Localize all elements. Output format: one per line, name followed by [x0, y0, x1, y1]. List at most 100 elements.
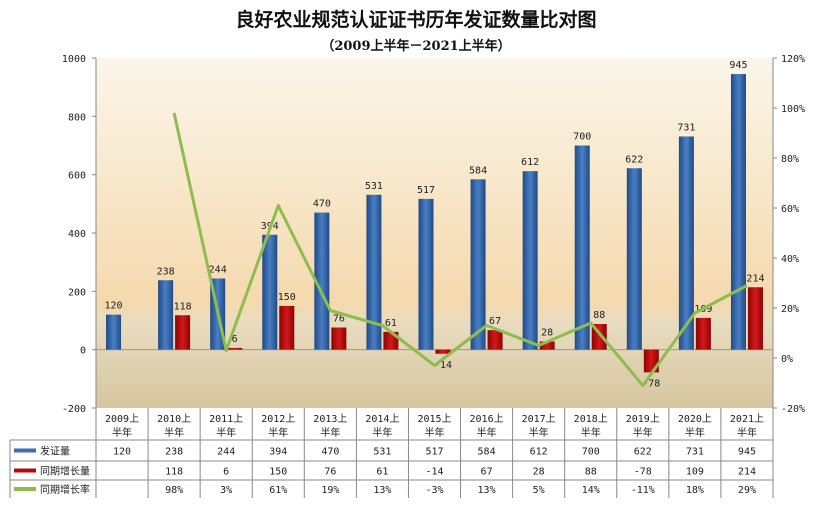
- x-tick-label: 2012上: [261, 413, 295, 425]
- bar-issued-label: 470: [313, 199, 331, 210]
- bar-growth: [279, 305, 295, 350]
- x-tick-label: 2010上: [157, 413, 191, 425]
- table-cell: 531: [373, 447, 391, 458]
- x-tick-label: 半年: [529, 426, 549, 439]
- legend-key: [14, 468, 36, 473]
- table-cell: 244: [217, 447, 235, 458]
- table-cell: 517: [425, 447, 443, 458]
- table-cell: 98%: [165, 485, 183, 496]
- bar-issued: [470, 179, 486, 350]
- x-tick-label: 2016上: [470, 413, 504, 425]
- x-tick-label: 2018上: [574, 413, 608, 425]
- table-cell: -11%: [631, 485, 655, 496]
- y-tick-label: -200: [62, 404, 86, 415]
- table-cell: 238: [165, 447, 183, 458]
- bar-issued: [730, 74, 746, 350]
- bar-growth: [227, 347, 243, 350]
- table-cell: 18%: [686, 485, 704, 496]
- table-cell: 584: [478, 447, 496, 458]
- bar-issued-label: 622: [625, 154, 643, 165]
- legend-label: 同期增长率: [40, 483, 90, 496]
- x-tick-label: 半年: [685, 426, 705, 439]
- table-cell: 394: [269, 447, 287, 458]
- table-cell: 61: [376, 467, 388, 478]
- x-tick-label: 2017上: [522, 413, 556, 425]
- x-tick-label: 半年: [633, 426, 653, 439]
- line-growth-rate: [172, 112, 748, 387]
- table-cell: 28: [533, 467, 545, 478]
- bar-issued-label: 531: [365, 181, 383, 192]
- chart-title: 良好农业规范认证证书历年发证数量比对图: [235, 8, 596, 31]
- bar-issued: [106, 314, 122, 350]
- bar-growth: [643, 349, 659, 373]
- x-tick-label: 半年: [737, 426, 757, 439]
- bar-issued-label: 700: [573, 132, 591, 143]
- bar-growth-label: 150: [278, 292, 296, 303]
- table-cell: 731: [686, 447, 704, 458]
- y2-tick-label: 80%: [781, 154, 799, 165]
- y2-tick-label: 0%: [781, 354, 793, 365]
- legend-key: [14, 487, 36, 491]
- x-tick-label: 2013上: [313, 413, 347, 425]
- bar-issued-label: 244: [209, 265, 227, 276]
- x-tick-label: 2009上: [105, 413, 139, 425]
- table-cell: -78: [634, 467, 652, 478]
- bar-growth-label: 214: [746, 273, 764, 284]
- bar-growth: [435, 349, 451, 354]
- plot-area: [96, 58, 773, 408]
- x-tick-label: 2015上: [417, 413, 451, 425]
- y2-tick-label: 20%: [781, 304, 799, 315]
- bar-issued-label: 945: [729, 60, 747, 71]
- legend-key: [14, 448, 36, 453]
- y-tick-label: 1000: [62, 54, 86, 65]
- bar-issued: [574, 145, 590, 350]
- y2-tick-label: 100%: [781, 104, 805, 115]
- table-cell: 150: [269, 467, 287, 478]
- table-cell: 14%: [582, 485, 600, 496]
- legend-label: 发证量: [40, 445, 70, 458]
- table-cell: 109: [686, 467, 704, 478]
- y-tick-label: 600: [68, 171, 86, 182]
- bar-growth-label: 6: [232, 334, 238, 345]
- table-cell: 76: [324, 467, 336, 478]
- legend-label: 同期增长量: [40, 465, 90, 478]
- table-cell: 3%: [220, 485, 232, 496]
- bar-growth-label: 61: [385, 318, 397, 329]
- bar-growth: [331, 327, 347, 350]
- table-cell: 13%: [373, 485, 391, 496]
- bar-growth: [487, 330, 503, 350]
- x-tick-label: 半年: [112, 426, 132, 439]
- bar-growth-label: 88: [593, 310, 605, 321]
- table-cell: 13%: [478, 485, 496, 496]
- x-tick-label: 2021上: [730, 413, 764, 425]
- bar-issued-label: 612: [521, 157, 539, 168]
- y2-tick-label: 60%: [781, 204, 799, 215]
- x-tick-label: 2011上: [209, 413, 243, 425]
- table-cell: 118: [165, 467, 183, 478]
- table-cell: 88: [585, 467, 597, 478]
- x-tick-label: 2020上: [678, 413, 712, 425]
- table-cell: 29%: [738, 485, 756, 496]
- bar-issued-label: 238: [157, 266, 175, 277]
- x-tick-label: 半年: [477, 426, 497, 439]
- x-tick-label: 半年: [581, 426, 601, 439]
- bar-growth-label: 118: [174, 301, 192, 312]
- y-tick-label: 200: [68, 287, 86, 298]
- bar-issued-label: 120: [105, 301, 123, 312]
- bar-issued: [262, 234, 278, 350]
- table-cell: 19%: [321, 485, 339, 496]
- chart-subtitle: （2009上半年－2021上半年）: [321, 38, 510, 54]
- bar-issued: [522, 171, 538, 350]
- bar-issued-label: 584: [469, 165, 487, 176]
- table-cell: 214: [738, 467, 756, 478]
- table-cell: 700: [582, 447, 600, 458]
- bar-issued: [678, 136, 694, 350]
- table-cell: 120: [113, 447, 131, 458]
- y2-tick-label: -20%: [781, 404, 805, 415]
- x-tick-label: 半年: [216, 426, 236, 439]
- y2-tick-label: 40%: [781, 254, 799, 265]
- table-cell: 470: [321, 447, 339, 458]
- bar-growth-label: -78: [642, 378, 660, 389]
